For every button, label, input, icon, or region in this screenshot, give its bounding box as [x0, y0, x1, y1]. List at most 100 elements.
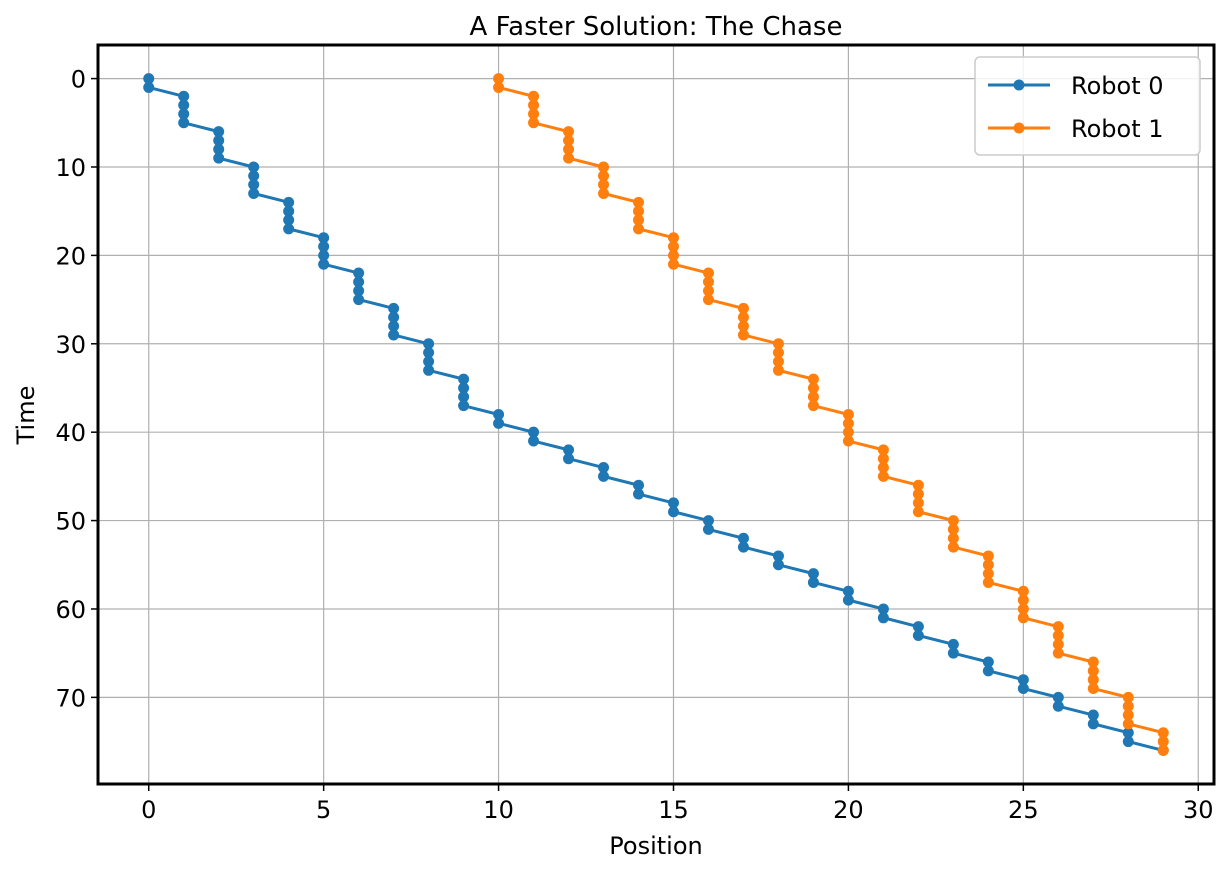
data-point: [353, 267, 365, 279]
x-axis-label: Position: [609, 832, 702, 860]
legend-box: [974, 56, 1201, 156]
data-point: [842, 426, 854, 438]
data-point: [982, 568, 994, 580]
data-point: [1122, 709, 1134, 721]
data-point: [877, 453, 889, 465]
data-point: [528, 117, 540, 129]
data-point: [1087, 683, 1099, 695]
data-point: [667, 506, 679, 518]
y-tick-label: 0: [71, 66, 86, 94]
y-tick-label: 70: [55, 684, 86, 712]
data-point: [423, 355, 435, 367]
data-point: [877, 612, 889, 624]
legend-label-robot-0: Robot 0: [1071, 72, 1164, 100]
data-point: [528, 435, 540, 447]
data-point: [807, 373, 819, 385]
series-robot-0: [143, 73, 1169, 756]
data-point: [1087, 709, 1099, 721]
data-point: [807, 568, 819, 580]
data-point: [912, 506, 924, 518]
legend-label-robot-1: Robot 1: [1071, 115, 1164, 143]
data-point: [1052, 691, 1064, 703]
data-point: [877, 603, 889, 615]
series-line-robot-0: [147, 78, 1164, 752]
data-point: [598, 188, 610, 200]
data-point: [667, 241, 679, 253]
data-point: [947, 541, 959, 553]
data-point: [667, 497, 679, 509]
data-point: [947, 532, 959, 544]
data-point: [667, 249, 679, 261]
data-point: [318, 258, 330, 270]
data-point: [318, 241, 330, 253]
data-point: [982, 559, 994, 571]
data-point: [633, 196, 645, 208]
data-point: [493, 409, 505, 420]
data-point: [213, 152, 225, 164]
data-point: [633, 479, 645, 491]
data-point: [1052, 700, 1064, 712]
data-point: [702, 267, 714, 279]
data-point: [598, 170, 610, 182]
data-point: [772, 347, 784, 359]
data-point: [493, 417, 505, 429]
data-point: [213, 126, 225, 138]
data-point: [563, 152, 575, 164]
plot-frame: [96, 43, 1216, 786]
data-point: [318, 232, 330, 244]
data-point: [807, 382, 819, 394]
data-point: [1157, 736, 1169, 748]
data-point: [772, 559, 784, 571]
data-point: [982, 576, 994, 588]
data-point: [598, 161, 610, 173]
data-point: [528, 90, 540, 102]
data-point: [248, 179, 260, 191]
data-point: [1052, 629, 1064, 641]
data-point: [982, 550, 994, 562]
y-tick-label: 20: [55, 242, 86, 270]
data-point: [178, 90, 190, 102]
data-point: [528, 99, 540, 111]
data-point: [982, 665, 994, 677]
data-point: [283, 196, 295, 208]
data-point: [982, 656, 994, 668]
legend-marker-robot-1: [1013, 122, 1025, 134]
data-point: [737, 302, 749, 314]
data-point: [1052, 621, 1064, 633]
data-point: [877, 470, 889, 482]
data-point: [1017, 585, 1029, 597]
data-point: [772, 355, 784, 367]
data-point: [1122, 727, 1134, 739]
data-point: [877, 462, 889, 474]
y-tick-label: 30: [55, 331, 86, 359]
data-point: [772, 364, 784, 376]
y-tick-label: 40: [55, 419, 86, 447]
data-point: [1052, 638, 1064, 650]
data-point: [1157, 744, 1169, 756]
data-point: [1122, 691, 1134, 703]
data-point: [633, 223, 645, 235]
data-point: [842, 409, 854, 420]
y-tick-label: 60: [55, 596, 86, 624]
data-point: [702, 285, 714, 297]
data-point: [493, 73, 505, 85]
data-point: [283, 205, 295, 217]
data-point: [702, 523, 714, 535]
data-point: [633, 205, 645, 217]
data-point: [598, 470, 610, 482]
legend-marker-robot-0: [1013, 79, 1025, 91]
data-point: [248, 170, 260, 182]
data-point: [458, 400, 470, 412]
data-point: [842, 594, 854, 606]
data-point: [807, 576, 819, 588]
x-tick-label: 30: [1183, 796, 1214, 824]
x-tick-label: 25: [1008, 796, 1039, 824]
axis-ticks: 0 5 10 15 20 25 30 0 10 20 30 40 50 60 70: [55, 66, 1213, 824]
data-point: [1017, 683, 1029, 695]
data-point: [947, 523, 959, 535]
data-point: [563, 126, 575, 138]
series-robot-1: [493, 73, 1169, 756]
data-point: [213, 134, 225, 146]
data-point: [493, 81, 505, 93]
